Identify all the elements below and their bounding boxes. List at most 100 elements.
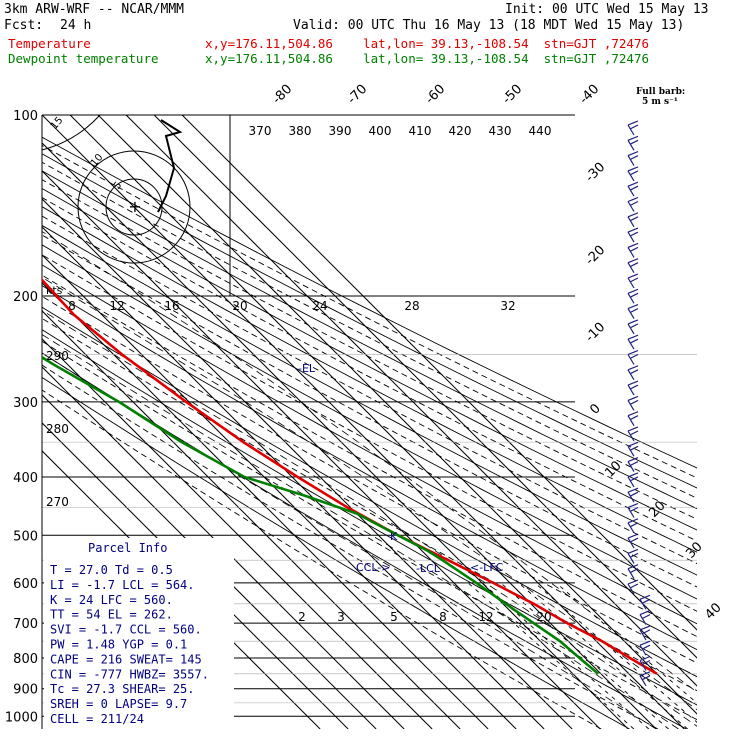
wind-barb (627, 334, 639, 350)
isotherm-line (42, 338, 433, 729)
temperature-legend: Temperature (8, 36, 91, 51)
wind-barb (627, 564, 639, 580)
isotherm-line (42, 115, 657, 729)
theta-label: 440 (529, 124, 552, 138)
wind-barb (627, 441, 639, 457)
dry-adiabat (42, 295, 697, 664)
isotherm-label: -50 (500, 82, 526, 108)
forecast-hour: 24 h (60, 18, 92, 33)
parcel-info-row: CAPE = 216 SWEAT= 145 (50, 652, 202, 666)
mixing-ratio-line (467, 582, 635, 729)
hodo-speed-label: 24 (312, 299, 327, 313)
dry-adiabat (42, 187, 697, 531)
parcel-info-row: PW = 1.48 YGP = 0.1 (50, 638, 187, 652)
ccl-label: CCL-> (356, 561, 390, 574)
hodo-ring (77, 150, 191, 264)
theta-side-label: 270 (46, 495, 69, 509)
model-title: 3km ARW-WRF -- NCAR/MMM (4, 2, 185, 17)
hodo-ring (105, 178, 163, 236)
isotherm-line (181, 115, 697, 631)
wind-barb (627, 196, 639, 212)
mixing-ratio-label: 20 (536, 610, 551, 624)
wind-barb (627, 579, 639, 595)
moist-adiabat (42, 231, 697, 693)
dry-adiabat (42, 274, 697, 638)
isotherm-line (125, 115, 697, 687)
isotherm-line (42, 254, 517, 729)
isotherm-label: -10 (583, 320, 609, 346)
wind-barb (639, 655, 651, 671)
mixing-ratio-label: 8 (439, 610, 447, 624)
isotherm-label: -40 (577, 82, 603, 108)
dry-adiabat (42, 224, 697, 576)
temperature-trace (42, 277, 658, 675)
isotherm-label: -80 (270, 82, 296, 108)
wind-barb (627, 518, 639, 534)
hodo-center-marker: + (128, 197, 141, 216)
pressure-label: 400 (13, 471, 38, 486)
hodo-speed-label: 8 (68, 299, 76, 313)
wind-barb (627, 227, 639, 243)
pressure-label: 900 (13, 683, 38, 698)
wind-barb (627, 120, 639, 136)
barb-key-value: 5 m s⁻¹ (642, 97, 678, 107)
theta-label: 420 (449, 124, 472, 138)
isotherm-line (42, 226, 545, 729)
pressure-label: 100 (13, 109, 38, 124)
dewpoint-trace (42, 355, 600, 675)
wind-barb (627, 457, 639, 472)
pressure-label: 700 (13, 617, 38, 632)
mixing-ratio-label: 12 (478, 610, 493, 624)
mixing-ratio-label: 2 (298, 610, 306, 624)
dry-adiabat (42, 206, 697, 553)
wind-barb (627, 487, 639, 503)
wind-barb (639, 594, 651, 610)
hodo-speed-label: 12 (109, 299, 124, 313)
isotherm-label: 10 (602, 458, 624, 480)
dry-adiabat (42, 264, 697, 625)
dewpoint-legend: Dewpoint temperature (8, 51, 159, 66)
dry-adiabat (42, 340, 697, 721)
wind-barb (639, 610, 651, 625)
theta-side-label: 280 (46, 422, 69, 436)
mixing-ratio-line (481, 582, 650, 729)
el-label: -EL (298, 362, 316, 375)
init-time: Init: 00 UTC Wed 15 May 13 (505, 2, 709, 17)
pressure-label: 500 (13, 529, 38, 544)
dry-adiabat (42, 197, 697, 542)
isotherm-line (42, 170, 601, 729)
pressure-label: 600 (13, 577, 38, 592)
dewpoint-location: x,y=176.11,504.86 lat,lon= 39.13,-108.54… (205, 51, 650, 66)
wind-barb (627, 426, 639, 442)
isotherm-line (42, 422, 349, 729)
isotherm-label: -30 (583, 160, 609, 186)
hodo-ring-label: 5 (112, 180, 125, 192)
wind-barb (639, 625, 651, 641)
parcel-box-bg (44, 538, 234, 728)
isotherm-label: -70 (345, 82, 371, 108)
theta-side-label: 290 (46, 349, 69, 363)
mixing-ratio-label: 3 (337, 610, 345, 624)
hodo-speed-label: 16 (164, 299, 179, 313)
wind-barb (627, 242, 639, 258)
dry-adiabat (42, 376, 630, 729)
barb-key-title: Full barb: (636, 87, 686, 97)
wind-barb (627, 304, 639, 319)
dry-adiabat (42, 285, 697, 651)
mixing-ratio-label: 5 (390, 610, 398, 624)
parcel-info-title: Parcel Info (88, 541, 167, 555)
hodo-speed-label: 28 (404, 299, 419, 313)
wind-barb (627, 319, 639, 335)
k-label: K (390, 530, 398, 543)
isotherm-label: 30 (683, 539, 705, 561)
dry-adiabat (42, 329, 697, 706)
wind-barb (627, 288, 639, 304)
theta-label: 390 (329, 124, 352, 138)
lfc-label: <-LFC (470, 561, 504, 574)
dry-adiabat (42, 170, 697, 510)
moist-adiabat (42, 352, 657, 729)
dry-adiabat (42, 389, 602, 729)
wind-barb (627, 365, 639, 381)
valid-time: Valid: 00 UTC Thu 16 May 13 (18 MDT Wed … (293, 18, 685, 33)
